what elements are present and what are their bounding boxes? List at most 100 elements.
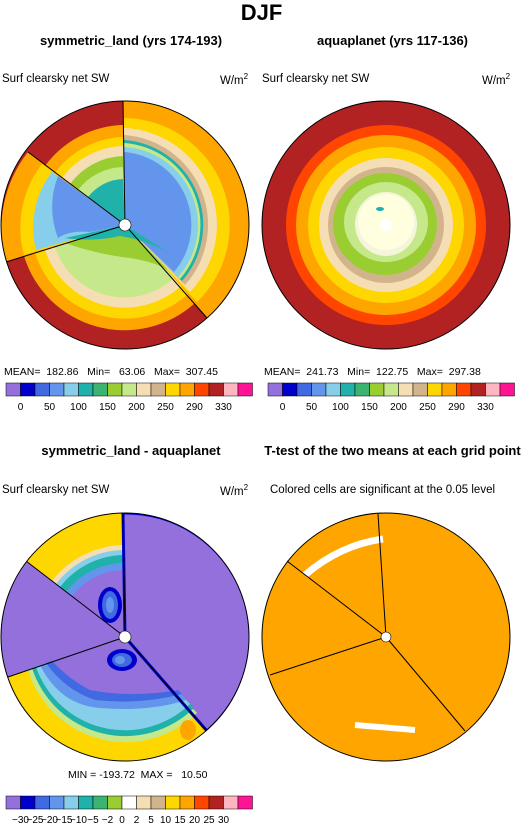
panel4-subtitle: Colored cells are significant at the 0.0… xyxy=(270,484,496,496)
panel1-colorbar-box xyxy=(34,382,50,397)
panel2-colorbar-box xyxy=(325,382,341,397)
panel3-colorbar-box xyxy=(63,795,79,810)
panel3-colorbar-tick-label: 20 xyxy=(189,815,201,826)
panel1-colorbar-tick-label: 0 xyxy=(18,402,24,413)
panel1-colorbar-box xyxy=(179,382,195,397)
panel3-colorbar-tick-label: 25 xyxy=(203,815,215,826)
figure-title: DJF xyxy=(240,0,283,25)
panel3-colorbar-box xyxy=(107,795,123,810)
panel2-colorbar-box xyxy=(412,382,428,397)
panel2-colorbar-box xyxy=(398,382,414,397)
panel2-colorbar-tick-label: 250 xyxy=(419,402,436,413)
panel2-colorbar-tick-label: 50 xyxy=(306,402,318,413)
panel3-colorbar-box xyxy=(136,795,152,810)
panel1-colorbar-tick-label: 290 xyxy=(186,402,203,413)
panel3-colorbar-box xyxy=(34,795,50,810)
panel2-colorbar-tick-label: 330 xyxy=(477,402,494,413)
panel3-colorbar-tick-label: 10 xyxy=(160,815,172,826)
panel1-colorbar-box xyxy=(49,382,65,397)
panel1-colorbar-box xyxy=(78,382,94,397)
panel2-colorbar-box xyxy=(311,382,327,397)
panel1-field-label: Surf clearsky net SW xyxy=(2,73,110,85)
panel1-colorbar: 0 50 100 150 200 250 290 330 xyxy=(5,382,253,413)
panel4-title: T-test of the two means at each grid poi… xyxy=(264,443,521,458)
panel2-colorbar-tick-label: 0 xyxy=(280,402,286,413)
panel3-colorbar-tick-label: 2 xyxy=(134,815,140,826)
panel3-colorbar-tick-label: −15 xyxy=(56,815,73,826)
panel3-colorbar-box xyxy=(78,795,94,810)
panel1-colorbar-box xyxy=(150,382,166,397)
panel3-units: W/m2 xyxy=(220,483,249,498)
panel1-colorbar-tick-label: 200 xyxy=(128,402,145,413)
panel1-units: W/m2 xyxy=(220,72,249,87)
panel1-colorbar-tick-label: 330 xyxy=(215,402,232,413)
panel2-field-label: Surf clearsky net SW xyxy=(262,73,370,85)
panel3-colorbar-box xyxy=(150,795,166,810)
panel3-colorbar-box xyxy=(179,795,195,810)
panel1-colorbar-box xyxy=(107,382,123,397)
panel3-colorbar-tick-label: −25 xyxy=(27,815,44,826)
panel1-colorbar-box xyxy=(208,382,224,397)
panel2-colorbar-box xyxy=(470,382,486,397)
panel3-title: symmetric_land - aquaplanet xyxy=(41,443,221,458)
panel1-colorbar-box xyxy=(165,382,181,397)
panel1-colorbar-box xyxy=(194,382,210,397)
panel1-colorbar-tick-label: 250 xyxy=(157,402,174,413)
panel1-colorbar-box xyxy=(223,382,239,397)
panel3-colorbar-box xyxy=(121,795,137,810)
panel2-colorbar-tick-label: 150 xyxy=(361,402,378,413)
panel2-units: W/m2 xyxy=(482,72,511,87)
panel3-colorbar: −30−25−20−15−10 −5 −2 0 2 5 10 15 20 25 30 xyxy=(5,795,253,826)
panel3-colorbar-tick-label: 0 xyxy=(119,815,125,826)
panel2-colorbar-box xyxy=(441,382,457,397)
panel3-colorbar-box xyxy=(49,795,65,810)
panel3-stats: MIN = -193.72 MAX = 10.50 xyxy=(68,769,208,781)
panel3-colorbar-tick-label: −10 xyxy=(70,815,87,826)
panel2-colorbar-box xyxy=(456,382,472,397)
panel3-colorbar-box xyxy=(194,795,210,810)
panel3-colorbar-box xyxy=(237,795,253,810)
panel1-colorbar-box xyxy=(92,382,108,397)
panel1-colorbar-box xyxy=(121,382,137,397)
panel3-colorbar-box xyxy=(92,795,108,810)
panel1-colorbar-box xyxy=(20,382,36,397)
panel2-colorbar-box xyxy=(282,382,298,397)
panel3-colorbar-box xyxy=(165,795,181,810)
panel1-colorbar-box xyxy=(136,382,152,397)
panel2-colorbar-box xyxy=(296,382,312,397)
panel2-colorbar-box xyxy=(485,382,501,397)
panel1-title: symmetric_land (yrs 174-193) xyxy=(39,33,223,48)
panel2-colorbar: 0 50 100 150 200 250 290 330 xyxy=(267,382,515,413)
panel2-colorbar-box xyxy=(369,382,385,397)
panel1-colorbar-tick-label: 150 xyxy=(99,402,116,413)
panel1-colorbar-box xyxy=(5,382,21,397)
panel2-colorbar-box xyxy=(383,382,399,397)
panel1-colorbar-tick-label: 50 xyxy=(44,402,56,413)
panel3-colorbar-box xyxy=(5,795,21,810)
panel3-colorbar-tick-label: −5 xyxy=(87,815,99,826)
panel2-colorbar-box xyxy=(427,382,443,397)
panel2-colorbar-tick-label: 200 xyxy=(390,402,407,413)
panel2-colorbar-box xyxy=(267,382,283,397)
panel1-stats: MEAN= 182.86 Min= 63.06 Max= 307.45 xyxy=(4,366,218,378)
panel1-colorbar-box xyxy=(63,382,79,397)
panel2-colorbar-box xyxy=(354,382,370,397)
panel2-title: aquaplanet (yrs 117-136) xyxy=(316,33,469,48)
panel3-colorbar-box xyxy=(223,795,239,810)
panel2-colorbar-box xyxy=(340,382,356,397)
panel2-stats: MEAN= 241.73 Min= 122.75 Max= 297.38 xyxy=(264,366,481,378)
panel3-colorbar-tick-label: 5 xyxy=(148,815,154,826)
panel3-colorbar-box xyxy=(20,795,36,810)
panel1-colorbar-tick-label: 100 xyxy=(70,402,87,413)
panel2-colorbar-tick-label: 100 xyxy=(332,402,349,413)
panel3-colorbar-tick-label: −20 xyxy=(41,815,58,826)
panel3-colorbar-tick-label: −30 xyxy=(12,815,29,826)
panel3-colorbar-box xyxy=(208,795,224,810)
panel2-colorbar-box xyxy=(499,382,515,397)
panel3-colorbar-tick-label: −2 xyxy=(102,815,114,826)
panel1-colorbar-box xyxy=(237,382,253,397)
